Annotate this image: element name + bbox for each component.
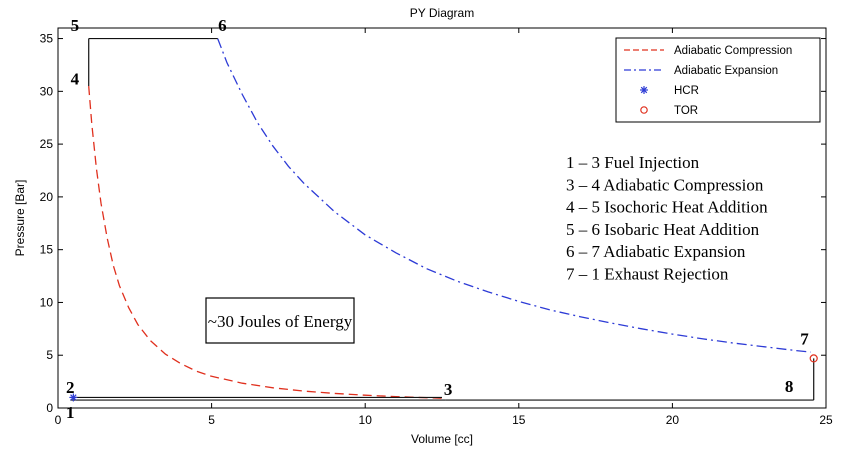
y-axis-label: Pressure [Bar] <box>13 180 27 257</box>
x-tick-label: 20 <box>666 413 680 427</box>
state-point-label-7: 7 <box>800 329 809 348</box>
x-tick-label: 10 <box>359 413 373 427</box>
stage-annotation-1: 1 – 3 Fuel Injection <box>566 153 700 172</box>
stage-annotation-4: 5 – 6 Isobaric Heat Addition <box>566 220 760 239</box>
stage-annotation-5: 6 – 7 Adiabatic Expansion <box>566 242 746 261</box>
x-tick-label: 25 <box>819 413 833 427</box>
energy-box <box>205 297 355 344</box>
stage-annotation-2: 3 – 4 Adiabatic Compression <box>566 175 764 194</box>
state-point-label-4: 4 <box>71 70 80 89</box>
y-tick-label: 35 <box>40 32 54 46</box>
series-adiabatic-expansion-line <box>217 38 811 353</box>
y-tick-label: 0 <box>46 401 53 415</box>
stage-annotation-3: 4 – 5 Isochoric Heat Addition <box>566 198 768 217</box>
state-point-label-8: 8 <box>785 377 794 396</box>
legend-entry-label: HCR <box>674 85 699 97</box>
state-point-label-3: 3 <box>444 380 453 399</box>
hcr-marker <box>69 393 78 402</box>
state-point-label-1: 1 <box>66 403 75 422</box>
y-tick-label: 10 <box>40 295 54 309</box>
chart-title: PY Diagram <box>410 6 474 20</box>
y-tick-label: 15 <box>40 243 54 257</box>
y-tick-label: 25 <box>40 137 54 151</box>
state-point-label-2: 2 <box>66 378 75 397</box>
y-tick-label: 30 <box>40 84 54 98</box>
y-tick-label: 5 <box>46 348 53 362</box>
legend-entry-label: TOR <box>674 105 698 117</box>
legend-entry-label: Adiabatic Expansion <box>674 65 778 77</box>
legend-swatch <box>640 106 648 114</box>
legend-swatch <box>640 86 648 94</box>
x-axis-label: Volume [cc] <box>411 432 473 446</box>
legend-box <box>615 37 821 123</box>
stage-annotation-6: 7 – 1 Exhaust Rejection <box>566 265 729 284</box>
energy-box-text: ~30 Joules of Energy <box>208 312 353 331</box>
y-tick-label: 20 <box>40 190 54 204</box>
state-point-label-6: 6 <box>218 16 227 35</box>
legend-entry-label: Adiabatic Compression <box>674 45 792 57</box>
x-tick-label: 5 <box>208 413 215 427</box>
tor-marker <box>809 354 818 363</box>
state-point-label-5: 5 <box>71 16 80 35</box>
x-tick-label: 0 <box>55 413 62 427</box>
series-adiabatic-compression-line <box>88 86 443 399</box>
x-tick-label: 15 <box>512 413 526 427</box>
